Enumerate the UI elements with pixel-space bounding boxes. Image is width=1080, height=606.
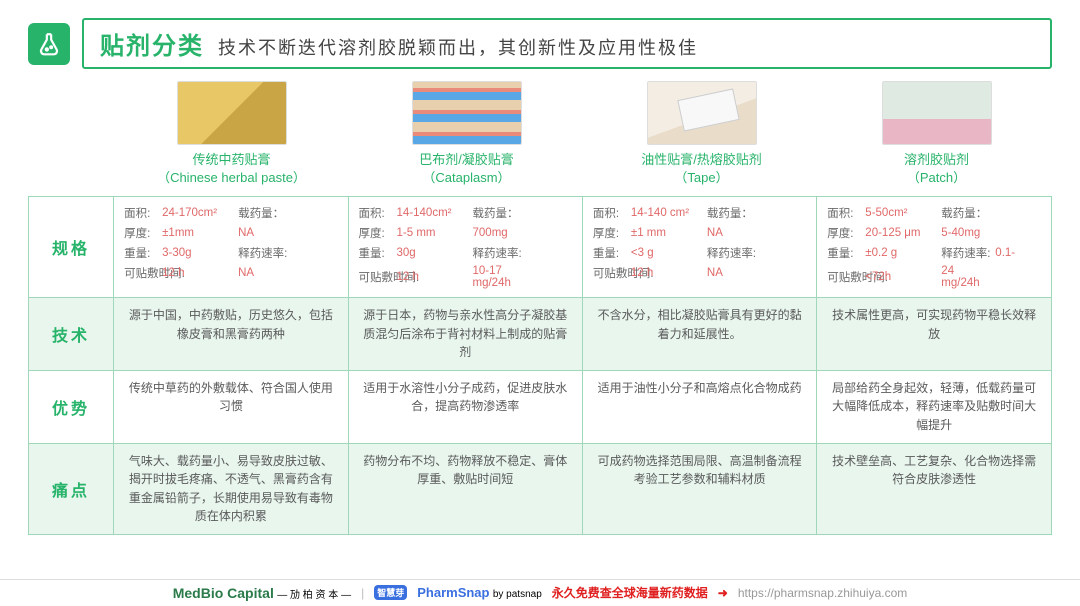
spec-cataplasm: 面积:14-140cm²载药量： 厚度:1-5 mm700mg 重量:30g释药…	[348, 197, 582, 298]
row-adv: 优势 传统中草药的外敷载体、符合国人使用习惯 适用于水溶性小分子成药，促进皮肤水…	[29, 370, 1052, 443]
tech-herbal: 源于中国，中药敷贴，历史悠久，包括橡皮膏和黑膏药两种	[114, 298, 348, 371]
brand-pharmsnap: PharmSnap by patsnap	[417, 585, 542, 600]
flask-icon	[28, 23, 70, 65]
row-spec: 规格 面积:24-170cm²载药量： 厚度:±1mmNA 重量:3-30g释药…	[29, 197, 1052, 298]
cat-cataplasm-image	[412, 81, 522, 145]
rowhdr-spec: 规格	[29, 197, 114, 298]
spec-tape: 面积:14-140 cm²载药量： 厚度:±1 mmNA 重量:<3 g释药速率…	[582, 197, 816, 298]
arrow-right-icon: ➜	[718, 586, 728, 600]
rowhdr-pain: 痛点	[29, 443, 114, 534]
rowhdr-adv: 优势	[29, 370, 114, 443]
cat-cataplasm-label: 巴布剂/凝胶贴膏（Cataplasm）	[419, 151, 514, 186]
cat-tape-label: 油性贴膏/热熔胶贴剂（Tape）	[641, 151, 762, 186]
pharmsnap-badge-icon: 智慧芽	[374, 585, 407, 600]
adv-tape: 适用于油性小分子和高熔点化合物成药	[582, 370, 816, 443]
row-tech: 技术 源于中国，中药敷贴，历史悠久，包括橡皮膏和黑膏药两种 源于日本，药物与亲水…	[29, 298, 1052, 371]
cat-cataplasm: 巴布剂/凝胶贴膏（Cataplasm）	[349, 81, 584, 186]
cat-tape-image	[647, 81, 757, 145]
pain-tape: 可成药物选择范围局限、高温制备流程考验工艺参数和辅料材质	[582, 443, 816, 534]
pain-herbal: 气味大、载药量小、易导致皮肤过敏、揭开时拔毛疼痛、不透气、黑膏药含有重金属铅箭子…	[114, 443, 348, 534]
rowhdr-tech: 技术	[29, 298, 114, 371]
tech-cataplasm: 源于日本，药物与亲水性高分子凝胶基质混匀后涂布于背衬材料上制成的贴膏剂	[348, 298, 582, 371]
comparison-table: 规格 面积:24-170cm²载药量： 厚度:±1mmNA 重量:3-30g释药…	[28, 196, 1052, 535]
cat-patch: 溶剂胶贴剂（Patch）	[819, 81, 1054, 186]
title-main: 贴剂分类	[100, 26, 204, 61]
cat-tape: 油性贴膏/热熔胶贴剂（Tape）	[584, 81, 819, 186]
tech-tape: 不含水分，相比凝胶贴膏具有更好的黏着力和延展性。	[582, 298, 816, 371]
pain-cataplasm: 药物分布不均、药物释放不稳定、膏体厚重、敷贴时间短	[348, 443, 582, 534]
cat-patch-image	[882, 81, 992, 145]
cat-patch-label: 溶剂胶贴剂（Patch）	[904, 151, 969, 186]
footer-divider: |	[361, 586, 364, 600]
row-pain: 痛点 气味大、载药量小、易导致皮肤过敏、揭开时拔毛疼痛、不透气、黑膏药含有重金属…	[29, 443, 1052, 534]
spec-patch: 面积:5-50cm²载药量： 厚度:20-125 μm5-40mg 重量:±0.…	[817, 197, 1052, 298]
footer: MedBio Capital — 劢 柏 资 本 — | 智慧芽 PharmSn…	[0, 579, 1080, 601]
spec-herbal: 面积:24-170cm²载药量： 厚度:±1mmNA 重量:3-30g释药速率:…	[114, 197, 348, 298]
header: 贴剂分类 技术不断迭代溶剂胶脱颖而出，其创新性及应用性极佳	[28, 18, 1052, 69]
brand-medbio: MedBio Capital — 劢 柏 资 本 —	[173, 585, 351, 601]
footer-url[interactable]: https://pharmsnap.zhihuiya.com	[738, 586, 907, 600]
pain-patch: 技术壁垒高、工艺复杂、化合物选择需符合皮肤渗透性	[817, 443, 1052, 534]
category-row: 传统中药贴膏（Chinese herbal paste） 巴布剂/凝胶贴膏（Ca…	[114, 81, 1054, 186]
title-bar: 贴剂分类 技术不断迭代溶剂胶脱颖而出，其创新性及应用性极佳	[82, 18, 1052, 69]
tech-patch: 技术属性更高，可实现药物平稳长效释放	[817, 298, 1052, 371]
adv-patch: 局部给药全身起效，轻薄，低载药量可大幅降低成本，释药速率及贴敷时间大幅提升	[817, 370, 1052, 443]
cat-herbal-image	[177, 81, 287, 145]
cat-herbal: 传统中药贴膏（Chinese herbal paste）	[114, 81, 349, 186]
cat-herbal-label: 传统中药贴膏（Chinese herbal paste）	[157, 151, 306, 186]
adv-cataplasm: 适用于水溶性小分子成药，促进皮肤水合，提高药物渗透率	[348, 370, 582, 443]
adv-herbal: 传统中草药的外敷载体、符合国人使用习惯	[114, 370, 348, 443]
title-sub: 技术不断迭代溶剂胶脱颖而出，其创新性及应用性极佳	[218, 34, 698, 60]
footer-promo: 永久免费查全球海量新药数据	[552, 584, 708, 601]
